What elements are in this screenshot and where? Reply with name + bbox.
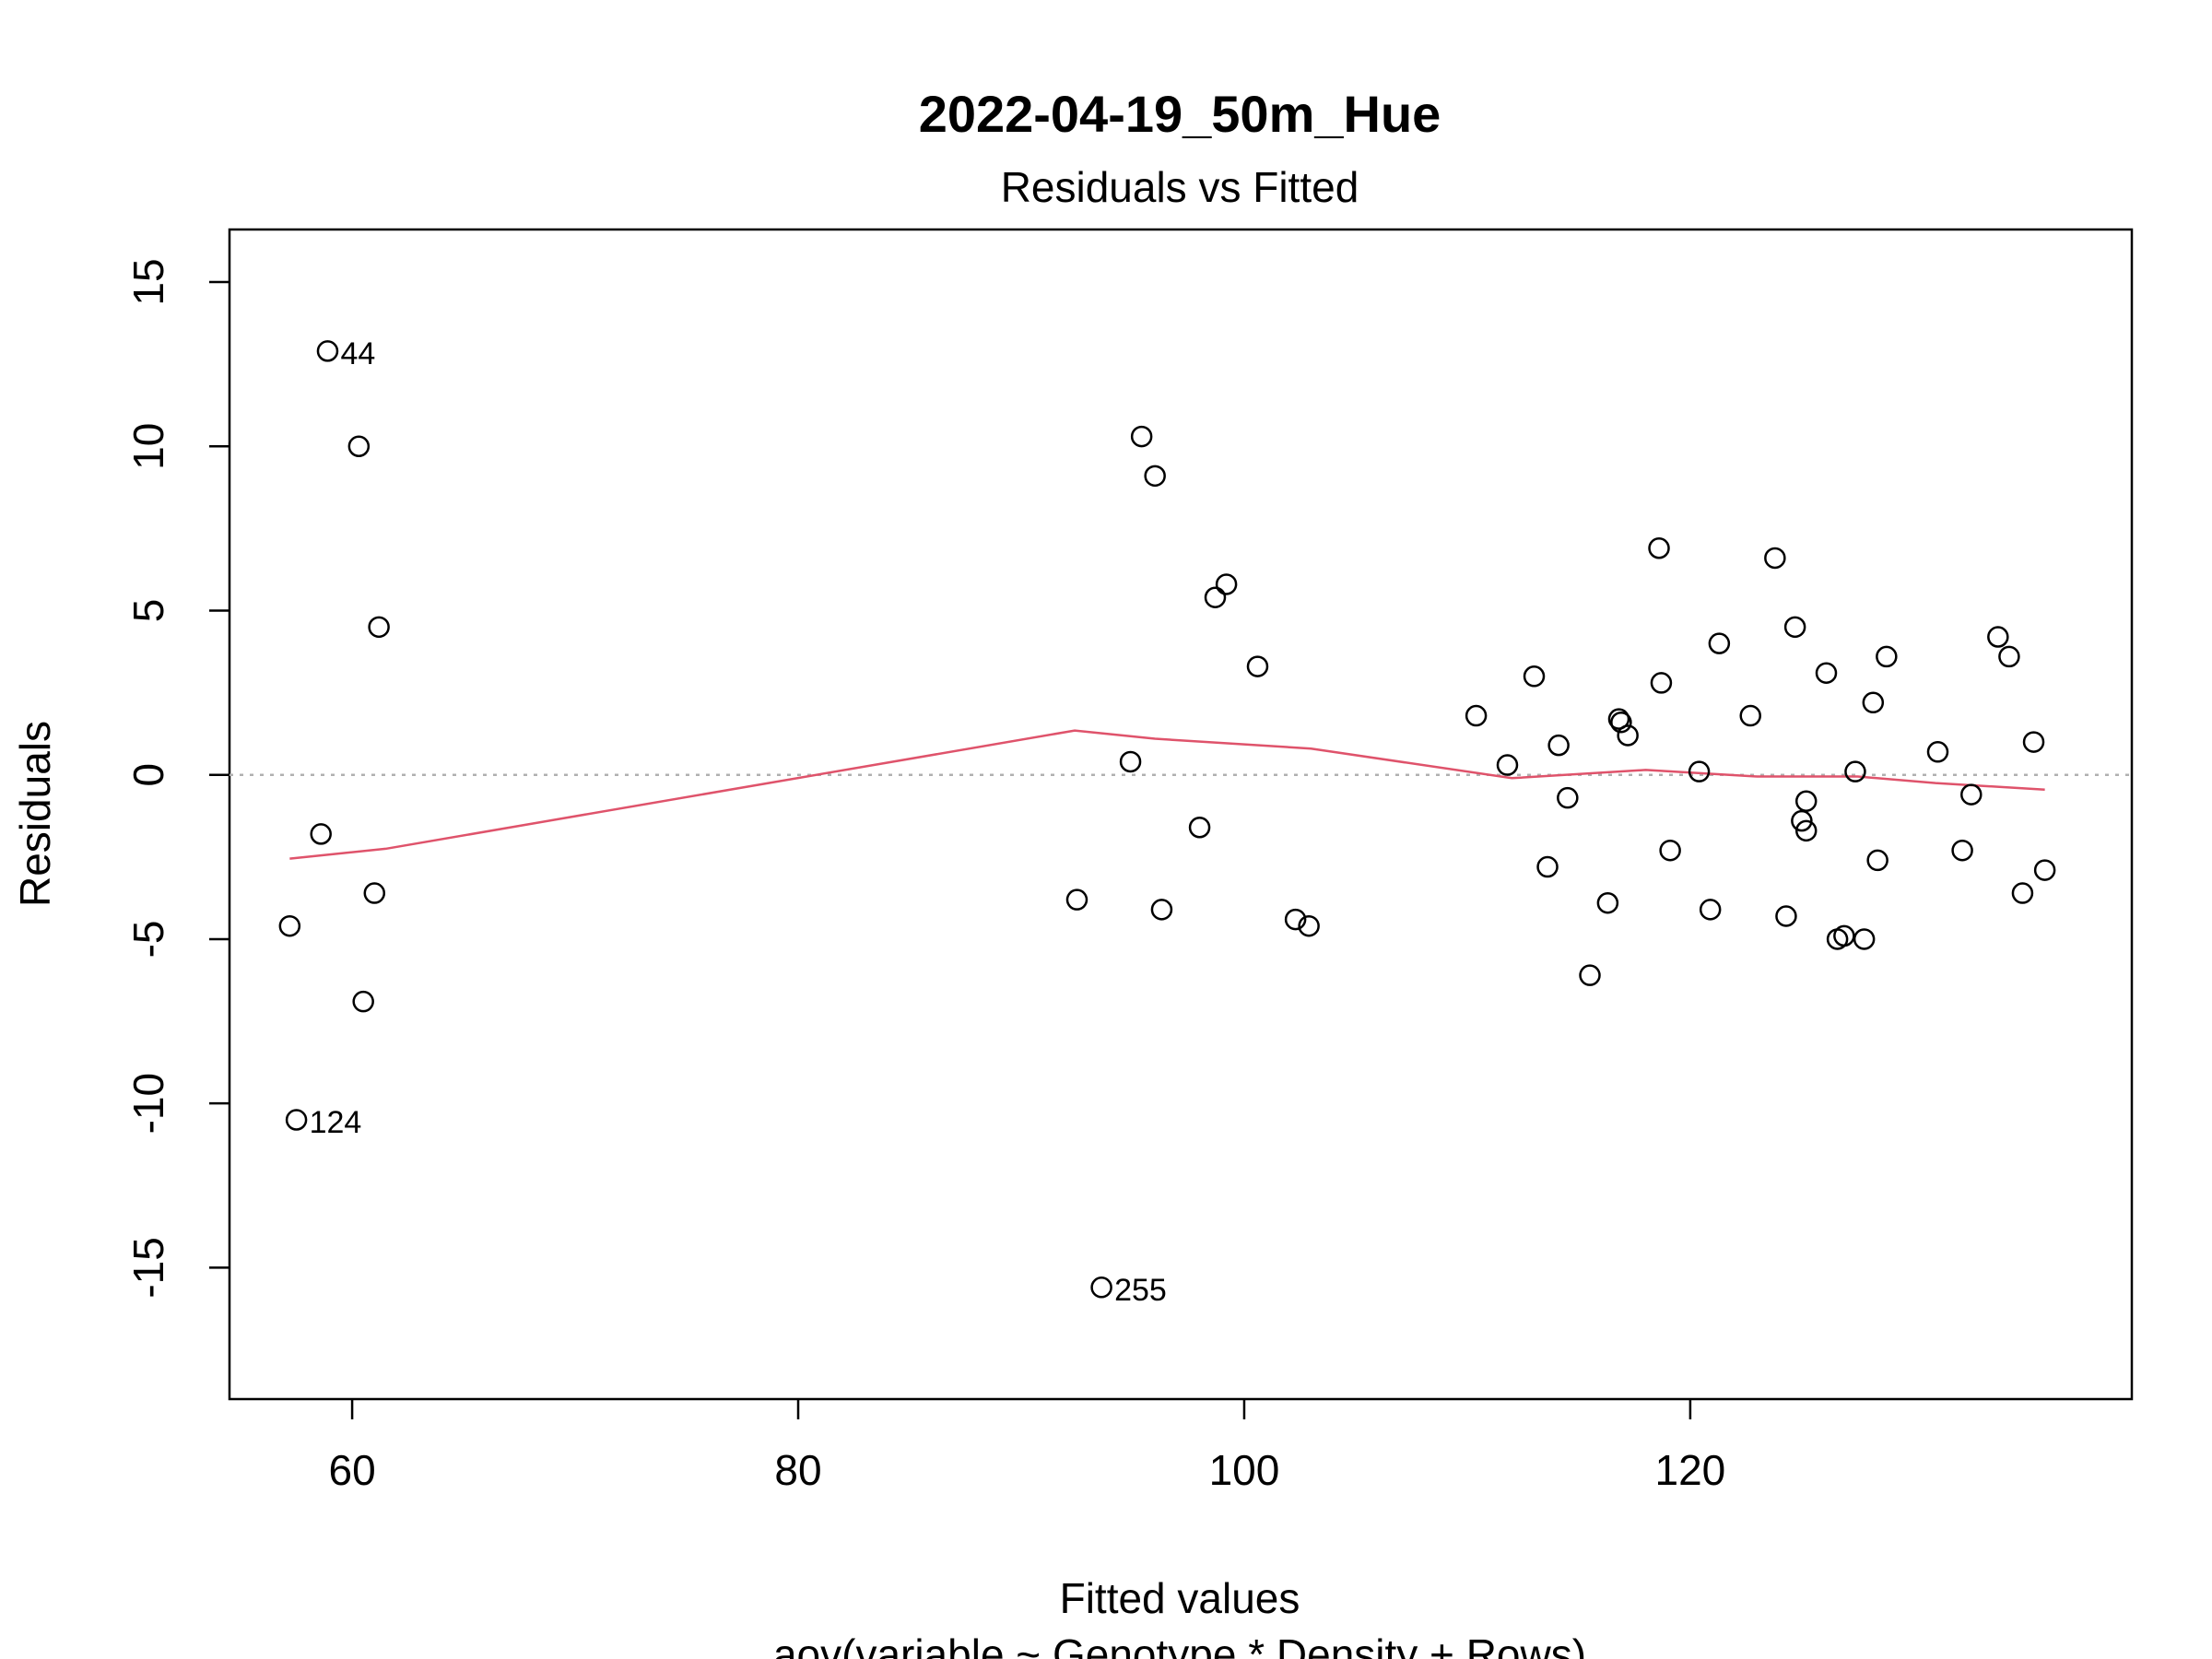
data-point xyxy=(1998,645,2020,668)
data-point xyxy=(1536,855,1559,878)
x-tick-label: 60 xyxy=(328,1446,375,1494)
x-axis-label: Fitted values xyxy=(1060,1574,1300,1622)
y-tick-label: -15 xyxy=(124,1237,172,1298)
data-point xyxy=(1610,711,1632,734)
data-point xyxy=(1659,839,1681,862)
data-point xyxy=(347,435,371,458)
data-point xyxy=(2011,882,2034,904)
y-tick-label: -5 xyxy=(124,921,172,959)
y-axis: 15 10 5 0 -5 -10 -15 xyxy=(124,258,229,1299)
plot-frame xyxy=(228,228,2134,1401)
data-point xyxy=(1298,914,1320,937)
point-label: 44 xyxy=(340,336,375,371)
data-point xyxy=(1246,655,1269,677)
data-point xyxy=(1596,891,1619,914)
data-point xyxy=(1188,817,1211,839)
data-point xyxy=(1607,708,1630,730)
data-point xyxy=(1144,465,1166,488)
point-label: 124 xyxy=(310,1105,362,1140)
data-point xyxy=(1987,626,2009,648)
data-point xyxy=(285,1109,308,1131)
data-point xyxy=(1284,908,1307,931)
data-point xyxy=(1853,928,1876,950)
data-point xyxy=(1579,964,1601,986)
data-point xyxy=(363,882,386,904)
data-point xyxy=(1815,662,1838,684)
data-point xyxy=(1951,839,1973,862)
data-point xyxy=(2033,859,2056,881)
data-point xyxy=(1699,899,1722,921)
x-tick-label: 100 xyxy=(1209,1446,1280,1494)
data-point xyxy=(1465,704,1488,727)
data-point xyxy=(1523,665,1546,688)
y-tick-label: 10 xyxy=(124,423,172,470)
point-label: 255 xyxy=(1114,1273,1167,1308)
data-point xyxy=(1648,537,1670,559)
data-point xyxy=(1739,704,1761,727)
model-caption: aov(variable ~ Genotype * Density + Rows… xyxy=(773,1630,1586,1659)
data-point xyxy=(368,616,390,639)
data-point xyxy=(1862,691,1885,714)
data-point xyxy=(1794,819,1818,842)
data-point xyxy=(1547,734,1570,757)
data-point xyxy=(1866,849,1888,872)
data-point xyxy=(1791,809,1813,832)
chart-subtitle: Residuals vs Fitted xyxy=(1001,163,1359,211)
data-point xyxy=(352,990,374,1013)
data-point xyxy=(1130,425,1153,448)
x-axis: 60 80 100 120 xyxy=(328,1399,1725,1494)
data-point xyxy=(1783,616,1806,639)
y-tick-label: 0 xyxy=(124,763,172,787)
data-point xyxy=(2022,731,2045,753)
data-point xyxy=(1844,760,1866,782)
data-point xyxy=(1764,547,1786,570)
y-tick-label: 5 xyxy=(124,599,172,623)
data-point xyxy=(1150,899,1173,921)
chart-title: 2022-04-19_50m_Hue xyxy=(919,85,1441,143)
data-point xyxy=(1119,750,1142,773)
data-point xyxy=(1688,760,1711,782)
data-point xyxy=(1926,741,1949,763)
data-point xyxy=(1090,1277,1112,1299)
y-tick-label: 15 xyxy=(124,258,172,305)
data-point xyxy=(1650,672,1673,694)
data-point xyxy=(310,823,332,845)
data-point xyxy=(1833,924,1855,947)
data-point xyxy=(1065,888,1088,911)
y-tick-label: -10 xyxy=(124,1073,172,1134)
data-points: 44 124 255 xyxy=(278,336,2056,1308)
data-point xyxy=(278,914,301,937)
data-point xyxy=(1204,586,1227,608)
data-point xyxy=(1617,724,1639,747)
y-axis-label: Residuals xyxy=(11,721,59,907)
data-point xyxy=(316,340,339,362)
data-point xyxy=(1876,645,1898,668)
data-point xyxy=(1557,786,1579,809)
data-point xyxy=(1794,790,1818,812)
x-tick-label: 120 xyxy=(1655,1446,1726,1494)
data-point xyxy=(1775,905,1797,927)
data-point xyxy=(1960,783,1983,806)
x-tick-label: 80 xyxy=(774,1446,821,1494)
smoother-line xyxy=(289,729,2045,860)
data-point xyxy=(1708,632,1731,654)
data-point xyxy=(1496,754,1519,776)
data-point xyxy=(1215,573,1238,595)
